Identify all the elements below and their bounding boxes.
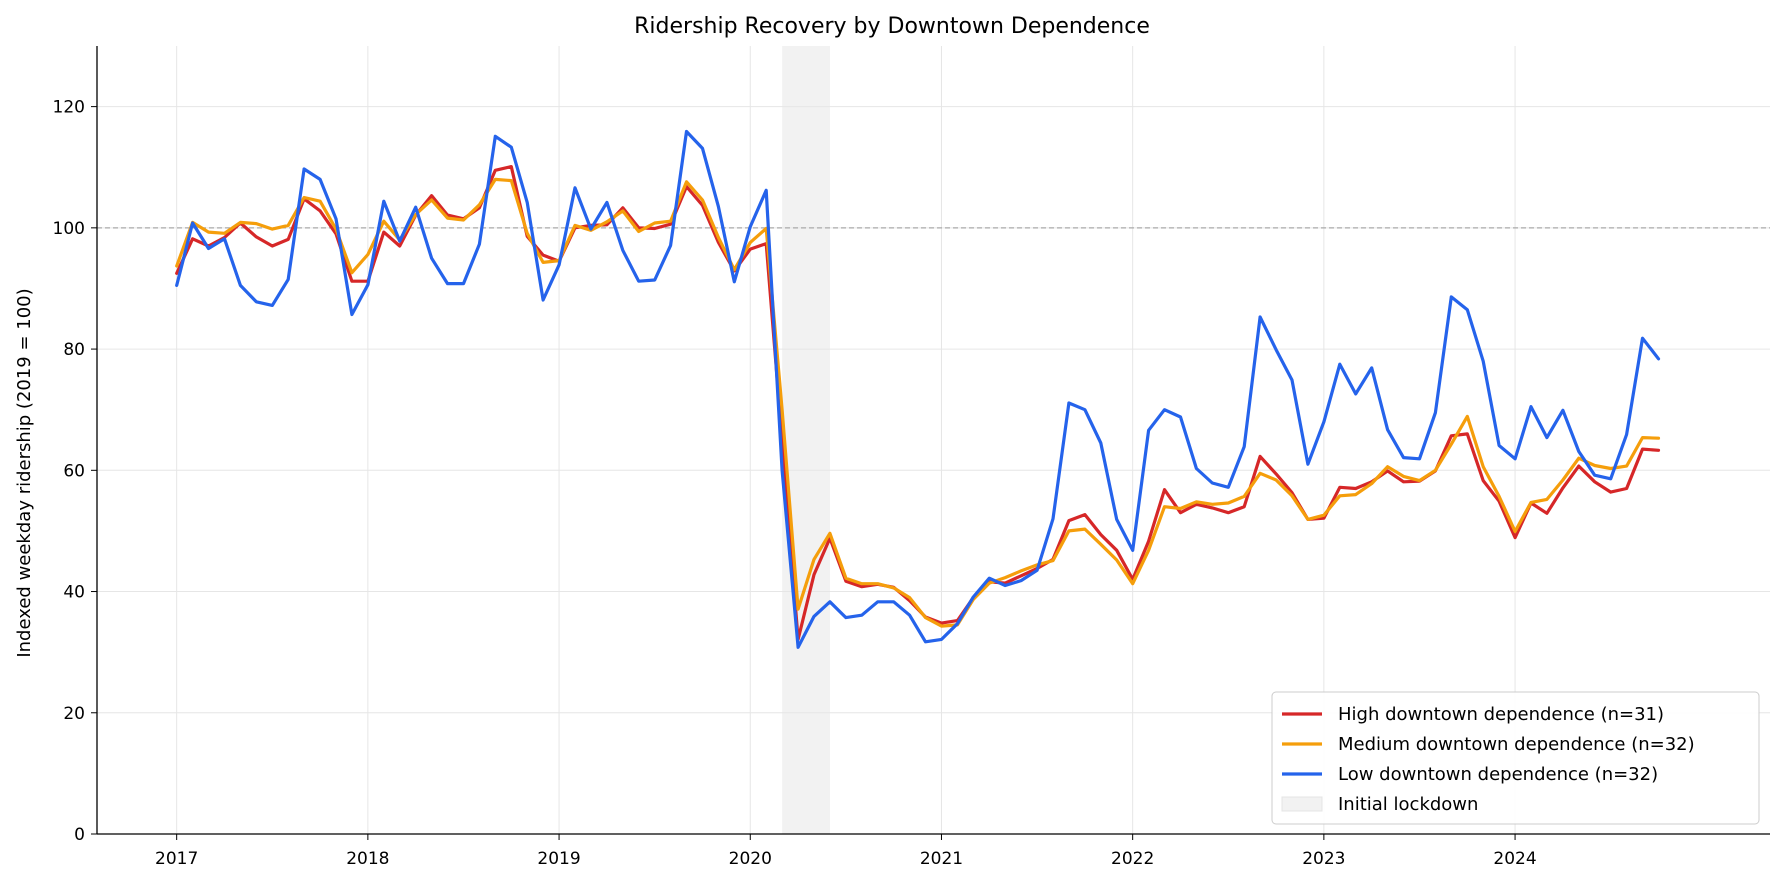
y-axis-label: Indexed weekday ridership (2019 = 100) (14, 288, 35, 657)
chart-title: Ridership Recovery by Downtown Dependenc… (634, 14, 1150, 39)
series-line-2 (175, 129, 1661, 649)
y-tick-label: 80 (63, 340, 85, 360)
x-tick-label: 2022 (1111, 849, 1154, 869)
plot-area: 2017 2018 2019 2020 2021 2022 2023 2024 0 20 40 60 8… (53, 46, 1770, 869)
axes-layer (91, 46, 1770, 840)
legend-swatch-lockdown (1281, 796, 1323, 812)
y-tick-label: 120 (53, 98, 85, 118)
y-tick-label: 20 (63, 704, 85, 724)
shade-layer (782, 46, 830, 834)
x-tick-label: 2021 (920, 849, 963, 869)
x-tick-label: 2019 (537, 849, 580, 869)
legend-label-1: Medium downtown dependence (n=32) (1338, 734, 1695, 755)
x-tick-label: 2024 (1493, 849, 1536, 869)
y-tick-label: 60 (63, 461, 85, 481)
series-line-1 (175, 177, 1661, 628)
y-tick-label: 40 (63, 583, 85, 603)
y-tick-label: 100 (53, 219, 85, 239)
legend: High downtown dependence (n=31) Medium do… (1271, 691, 1760, 825)
lockdown-shaded-region (782, 46, 830, 834)
legend-label-2: Low downtown dependence (n=32) (1338, 764, 1658, 785)
legend-label-3: Initial lockdown (1338, 794, 1478, 815)
series-layer (175, 129, 1661, 649)
x-tick-label: 2017 (155, 849, 198, 869)
legend-box (1271, 691, 1760, 825)
x-tick-label: 2023 (1302, 849, 1345, 869)
legend-label-0: High downtown dependence (n=31) (1338, 704, 1664, 725)
y-tick-label: 0 (74, 825, 85, 845)
tick-labels-layer: 2017 2018 2019 2020 2021 2022 2023 2024 0 20 40 60 8… (53, 98, 1537, 869)
x-tick-label: 2018 (346, 849, 389, 869)
x-tick-label: 2020 (729, 849, 772, 869)
